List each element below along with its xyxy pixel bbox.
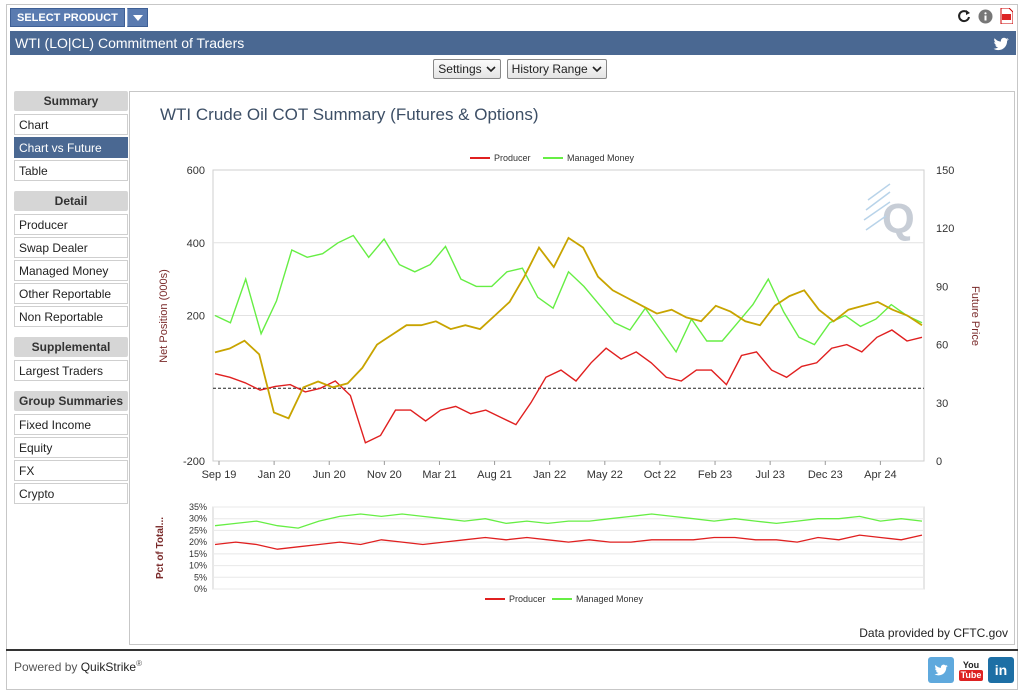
linkedin-social-icon[interactable]: in — [988, 657, 1014, 683]
quikstrike-watermark-icon: Q — [863, 183, 915, 242]
x-tick-label: Jan 22 — [533, 469, 566, 481]
sidebar-item-non-reportable[interactable]: Non Reportable — [14, 306, 128, 327]
sidebar-item-crypto[interactable]: Crypto — [14, 483, 128, 504]
sidebar-item-largest-traders[interactable]: Largest Traders — [14, 360, 128, 381]
pct-y-tick-label: 5% — [194, 572, 207, 582]
pct-legend-managed-money: Managed Money — [576, 594, 644, 604]
twitter-social-icon[interactable] — [928, 657, 954, 683]
pct-y-tick-label: 35% — [189, 502, 207, 512]
credit-link[interactable]: CFTC.gov — [953, 626, 1008, 640]
credit-prefix: Data provided by — [859, 626, 950, 640]
sidebar-item-other-reportable[interactable]: Other Reportable — [14, 283, 128, 304]
pct-y-tick-label: 25% — [189, 525, 207, 535]
legend-managed-money: Managed Money — [567, 153, 635, 163]
series-line-producer — [214, 329, 923, 444]
x-tick-label: May 22 — [587, 469, 623, 481]
footer-divider — [6, 649, 1018, 651]
x-tick-label: Dec 23 — [808, 469, 843, 481]
sidebar-item-chart[interactable]: Chart — [14, 114, 128, 135]
top-toolbar: SELECT PRODUCT — [10, 7, 148, 27]
y-tick-label: 200 — [187, 311, 205, 323]
pct-y-tick-label: 15% — [189, 549, 207, 559]
x-tick-label: Jul 23 — [755, 469, 784, 481]
data-credit: Data provided by CFTC.gov — [859, 626, 1008, 640]
chart-title: WTI Crude Oil COT Summary (Futures & Opt… — [160, 105, 539, 124]
sidebar-head-detail: Detail — [14, 191, 128, 211]
sidebar-item-fx[interactable]: FX — [14, 460, 128, 481]
series-line-future-price — [214, 236, 923, 420]
sidebar: Summary Chart Chart vs Future Table Deta… — [14, 91, 128, 506]
youtube-social-icon[interactable]: You Tube — [958, 657, 984, 683]
sidebar-item-producer[interactable]: Producer — [14, 214, 128, 235]
pct-y-tick-label: 10% — [189, 561, 207, 571]
pdf-icon[interactable] — [998, 8, 1014, 24]
sidebar-item-chart-vs-future[interactable]: Chart vs Future — [14, 137, 128, 158]
y-axis-right-label: Future Price — [969, 286, 981, 346]
x-tick-label: Nov 20 — [367, 469, 402, 481]
main-legend: Producer Managed Money — [470, 153, 635, 163]
pct-series-line-managed-money — [214, 513, 923, 529]
x-tick-label: Jun 20 — [313, 469, 346, 481]
y-right-tick-label: 150 — [936, 165, 954, 177]
cot-chart: Q 600 400 200 -200 150 120 90 60 30 0 Sep 19 Jan … — [155, 153, 981, 604]
pct-y-tick-label: 20% — [189, 537, 207, 547]
pct-y-tick-label: 30% — [189, 514, 207, 524]
history-range-dropdown[interactable]: History Range — [506, 59, 607, 79]
sidebar-item-table[interactable]: Table — [14, 160, 128, 181]
select-product-button[interactable]: SELECT PRODUCT — [10, 7, 125, 27]
chevron-down-icon — [592, 65, 602, 72]
y-tick-label: 400 — [187, 238, 205, 250]
footer: Powered by QuikStrike® — [14, 659, 142, 674]
sidebar-item-managed-money[interactable]: Managed Money — [14, 260, 128, 281]
footer-brand[interactable]: QuikStrike — [80, 660, 137, 674]
y-right-tick-label: 90 — [936, 281, 948, 293]
history-range-label: History Range — [511, 62, 588, 76]
svg-text:Q: Q — [882, 195, 915, 242]
footer-reg: ® — [136, 659, 142, 668]
x-tick-label: Jan 20 — [258, 469, 291, 481]
info-icon[interactable] — [977, 8, 993, 24]
y-tick-label: 600 — [187, 165, 205, 177]
pct-series-line-producer — [214, 534, 923, 550]
select-product-dropdown-arrow[interactable] — [126, 7, 148, 27]
page-title: WTI (LO|CL) Commitment of Traders — [15, 35, 245, 51]
pct-y-axis-label: Pct of Total... — [155, 517, 166, 579]
x-tick-label: Sep 19 — [202, 469, 237, 481]
y-tick-label: -200 — [183, 456, 205, 468]
twitter-icon[interactable] — [992, 35, 1010, 59]
sidebar-head-supplemental: Supplemental — [14, 337, 128, 357]
social-links: You Tube in — [928, 657, 1014, 683]
y-right-tick-label: 30 — [936, 398, 948, 410]
x-tick-label: Oct 22 — [644, 469, 676, 481]
x-tick-label: Mar 21 — [422, 469, 456, 481]
settings-label: Settings — [438, 62, 482, 76]
x-tick-label: Feb 23 — [698, 469, 732, 481]
sidebar-item-fixed-income[interactable]: Fixed Income — [14, 414, 128, 435]
y-right-tick-label: 120 — [936, 223, 954, 235]
top-icons — [956, 8, 1014, 24]
pct-legend-producer: Producer — [509, 594, 546, 604]
pct-legend: Producer Managed Money — [485, 594, 644, 604]
chevron-down-icon — [486, 65, 496, 72]
x-tick-label: Apr 24 — [864, 469, 896, 481]
pct-y-tick-label: 0% — [194, 584, 207, 594]
sidebar-head-group-summaries: Group Summaries — [14, 391, 128, 411]
y-axis-label: Net Position (000s) — [158, 269, 170, 363]
page-title-bar: WTI (LO|CL) Commitment of Traders — [10, 31, 1016, 55]
chart-options-row: Settings History Range — [0, 59, 1024, 79]
settings-dropdown[interactable]: Settings — [433, 59, 501, 79]
x-tick-label: Aug 21 — [477, 469, 512, 481]
series-line-managed-money — [214, 234, 923, 354]
sidebar-item-swap-dealer[interactable]: Swap Dealer — [14, 237, 128, 258]
legend-producer: Producer — [494, 153, 531, 163]
sidebar-item-equity[interactable]: Equity — [14, 437, 128, 458]
footer-prefix: Powered by — [14, 660, 78, 674]
y-right-tick-label: 0 — [936, 456, 942, 468]
refresh-icon[interactable] — [956, 8, 972, 24]
chart-panel: WTI Crude Oil COT Summary (Futures & Opt… — [129, 91, 1015, 645]
sidebar-head-summary: Summary — [14, 91, 128, 111]
y-right-tick-label: 60 — [936, 340, 948, 352]
